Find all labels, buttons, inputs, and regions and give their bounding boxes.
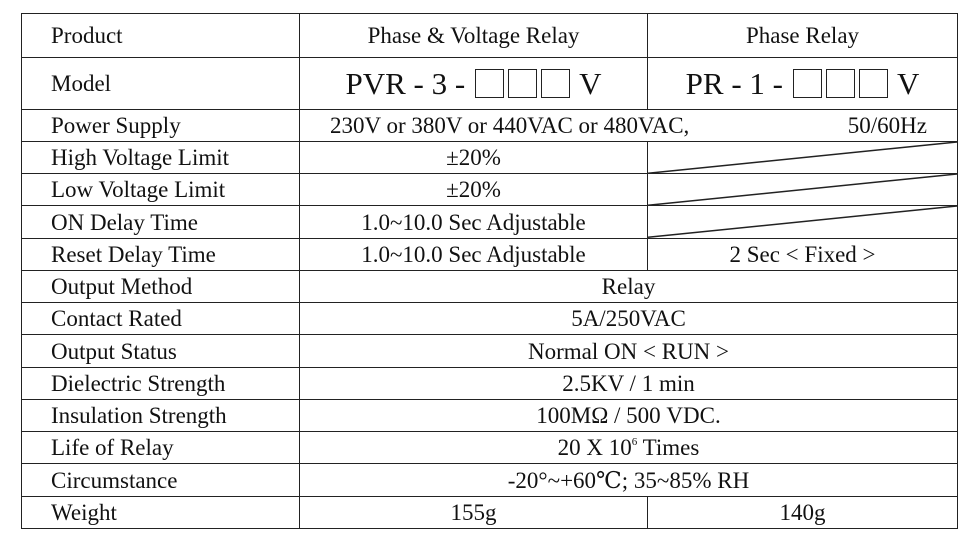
- power-supply-frequency: 50/60Hz: [847, 112, 927, 138]
- dielectric-row: Dielectric Strength 2.5KV / 1 min: [21, 366, 958, 400]
- life-row: Life of Relay 20 X 106 Times: [21, 431, 958, 465]
- power-supply-value: 230V or 380V or 440VAC or 480VAC,: [330, 112, 690, 138]
- output-method-row: Output Method Relay: [21, 269, 958, 304]
- on-delay-row: ON Delay Time 1.0~10.0 Sec Adjustable: [21, 205, 958, 239]
- life-label: Life of Relay: [21, 431, 300, 465]
- on-delay-label: ON Delay Time: [21, 205, 300, 239]
- reset-delay-pr-value: 2 Sec < Fixed >: [647, 237, 958, 271]
- power-supply-label: Power Supply: [21, 108, 300, 142]
- not-applicable-cell: [647, 205, 958, 239]
- reset-delay-pvr-value: 1.0~10.0 Sec Adjustable: [299, 237, 648, 271]
- high-voltage-pvr-value: ±20%: [299, 140, 648, 175]
- insulation-row: Insulation Strength 100MΩ / 500 VDC.: [21, 398, 958, 433]
- output-status-label: Output Status: [21, 334, 300, 368]
- circumstance-value: -20°~+60℃; 35~85% RH: [299, 463, 958, 497]
- life-value: 20 X 106 Times: [299, 431, 958, 465]
- weight-label: Weight: [21, 495, 300, 530]
- output-status-row: Output Status Normal ON < RUN >: [21, 334, 958, 368]
- low-voltage-label: Low Voltage Limit: [21, 173, 300, 207]
- model-code-box: [507, 69, 537, 99]
- weight-pvr-value: 155g: [299, 495, 648, 530]
- header-product: Product: [21, 12, 300, 59]
- reset-delay-label: Reset Delay Time: [21, 237, 300, 271]
- low-voltage-pvr-value: ±20%: [299, 173, 648, 207]
- model-code-box: [792, 69, 822, 99]
- model-code-box: [858, 69, 888, 99]
- pr-model-code: PR - 1 - V: [647, 57, 958, 110]
- output-method-label: Output Method: [21, 269, 300, 304]
- pr-model-suffix: V: [896, 66, 920, 102]
- model-label: Model: [21, 57, 300, 110]
- weight-row: Weight 155g 140g: [21, 495, 958, 530]
- model-code-box: [825, 69, 855, 99]
- contact-rated-value: 5A/250VAC: [299, 302, 958, 336]
- pvr-model-prefix: PVR - 3 -: [345, 66, 466, 102]
- reset-delay-row: Reset Delay Time 1.0~10.0 Sec Adjustable…: [21, 237, 958, 271]
- pr-model-prefix: PR - 1 -: [685, 66, 783, 102]
- dielectric-label: Dielectric Strength: [21, 366, 300, 400]
- output-method-value: Relay: [299, 269, 958, 304]
- power-supply-row: Power Supply 230V or 380V or 440VAC or 4…: [21, 108, 958, 142]
- low-voltage-row: Low Voltage Limit ±20%: [21, 173, 958, 207]
- weight-pr-value: 140g: [647, 495, 958, 530]
- model-code-box: [474, 69, 504, 99]
- contact-rated-label: Contact Rated: [21, 302, 300, 336]
- pvr-model-suffix: V: [579, 66, 602, 102]
- diagonal-slash: [648, 206, 957, 238]
- dielectric-value: 2.5KV / 1 min: [299, 366, 958, 400]
- table-header-row: Product Phase & Voltage Relay Phase Rela…: [21, 12, 958, 59]
- output-status-value: Normal ON < RUN >: [299, 334, 958, 368]
- high-voltage-label: High Voltage Limit: [21, 140, 300, 175]
- contact-rated-row: Contact Rated 5A/250VAC: [21, 302, 958, 336]
- model-code-box: [540, 69, 570, 99]
- high-voltage-row: High Voltage Limit ±20%: [21, 140, 958, 175]
- diagonal-slash: [648, 142, 957, 173]
- circumstance-label: Circumstance: [21, 463, 300, 497]
- header-phase-relay: Phase Relay: [647, 12, 958, 59]
- not-applicable-cell: [647, 140, 958, 175]
- pvr-model-code: PVR - 3 - V: [299, 57, 648, 110]
- not-applicable-cell: [647, 173, 958, 207]
- circumstance-row: Circumstance -20°~+60℃; 35~85% RH: [21, 463, 958, 497]
- insulation-label: Insulation Strength: [21, 398, 300, 433]
- power-supply-value-cell: 230V or 380V or 440VAC or 480VAC, 50/60H…: [299, 108, 958, 142]
- life-value-base: 20 X 10: [557, 435, 632, 461]
- insulation-value: 100MΩ / 500 VDC.: [299, 398, 958, 433]
- diagonal-slash: [648, 174, 957, 205]
- model-row: Model PVR - 3 - V PR - 1 - V: [21, 57, 958, 110]
- spec-table: Product Phase & Voltage Relay Phase Rela…: [21, 12, 958, 530]
- life-value-exponent: 6: [631, 436, 638, 449]
- on-delay-pvr-value: 1.0~10.0 Sec Adjustable: [299, 205, 648, 239]
- life-value-unit: Times: [637, 435, 700, 461]
- header-phase-voltage-relay: Phase & Voltage Relay: [299, 12, 648, 59]
